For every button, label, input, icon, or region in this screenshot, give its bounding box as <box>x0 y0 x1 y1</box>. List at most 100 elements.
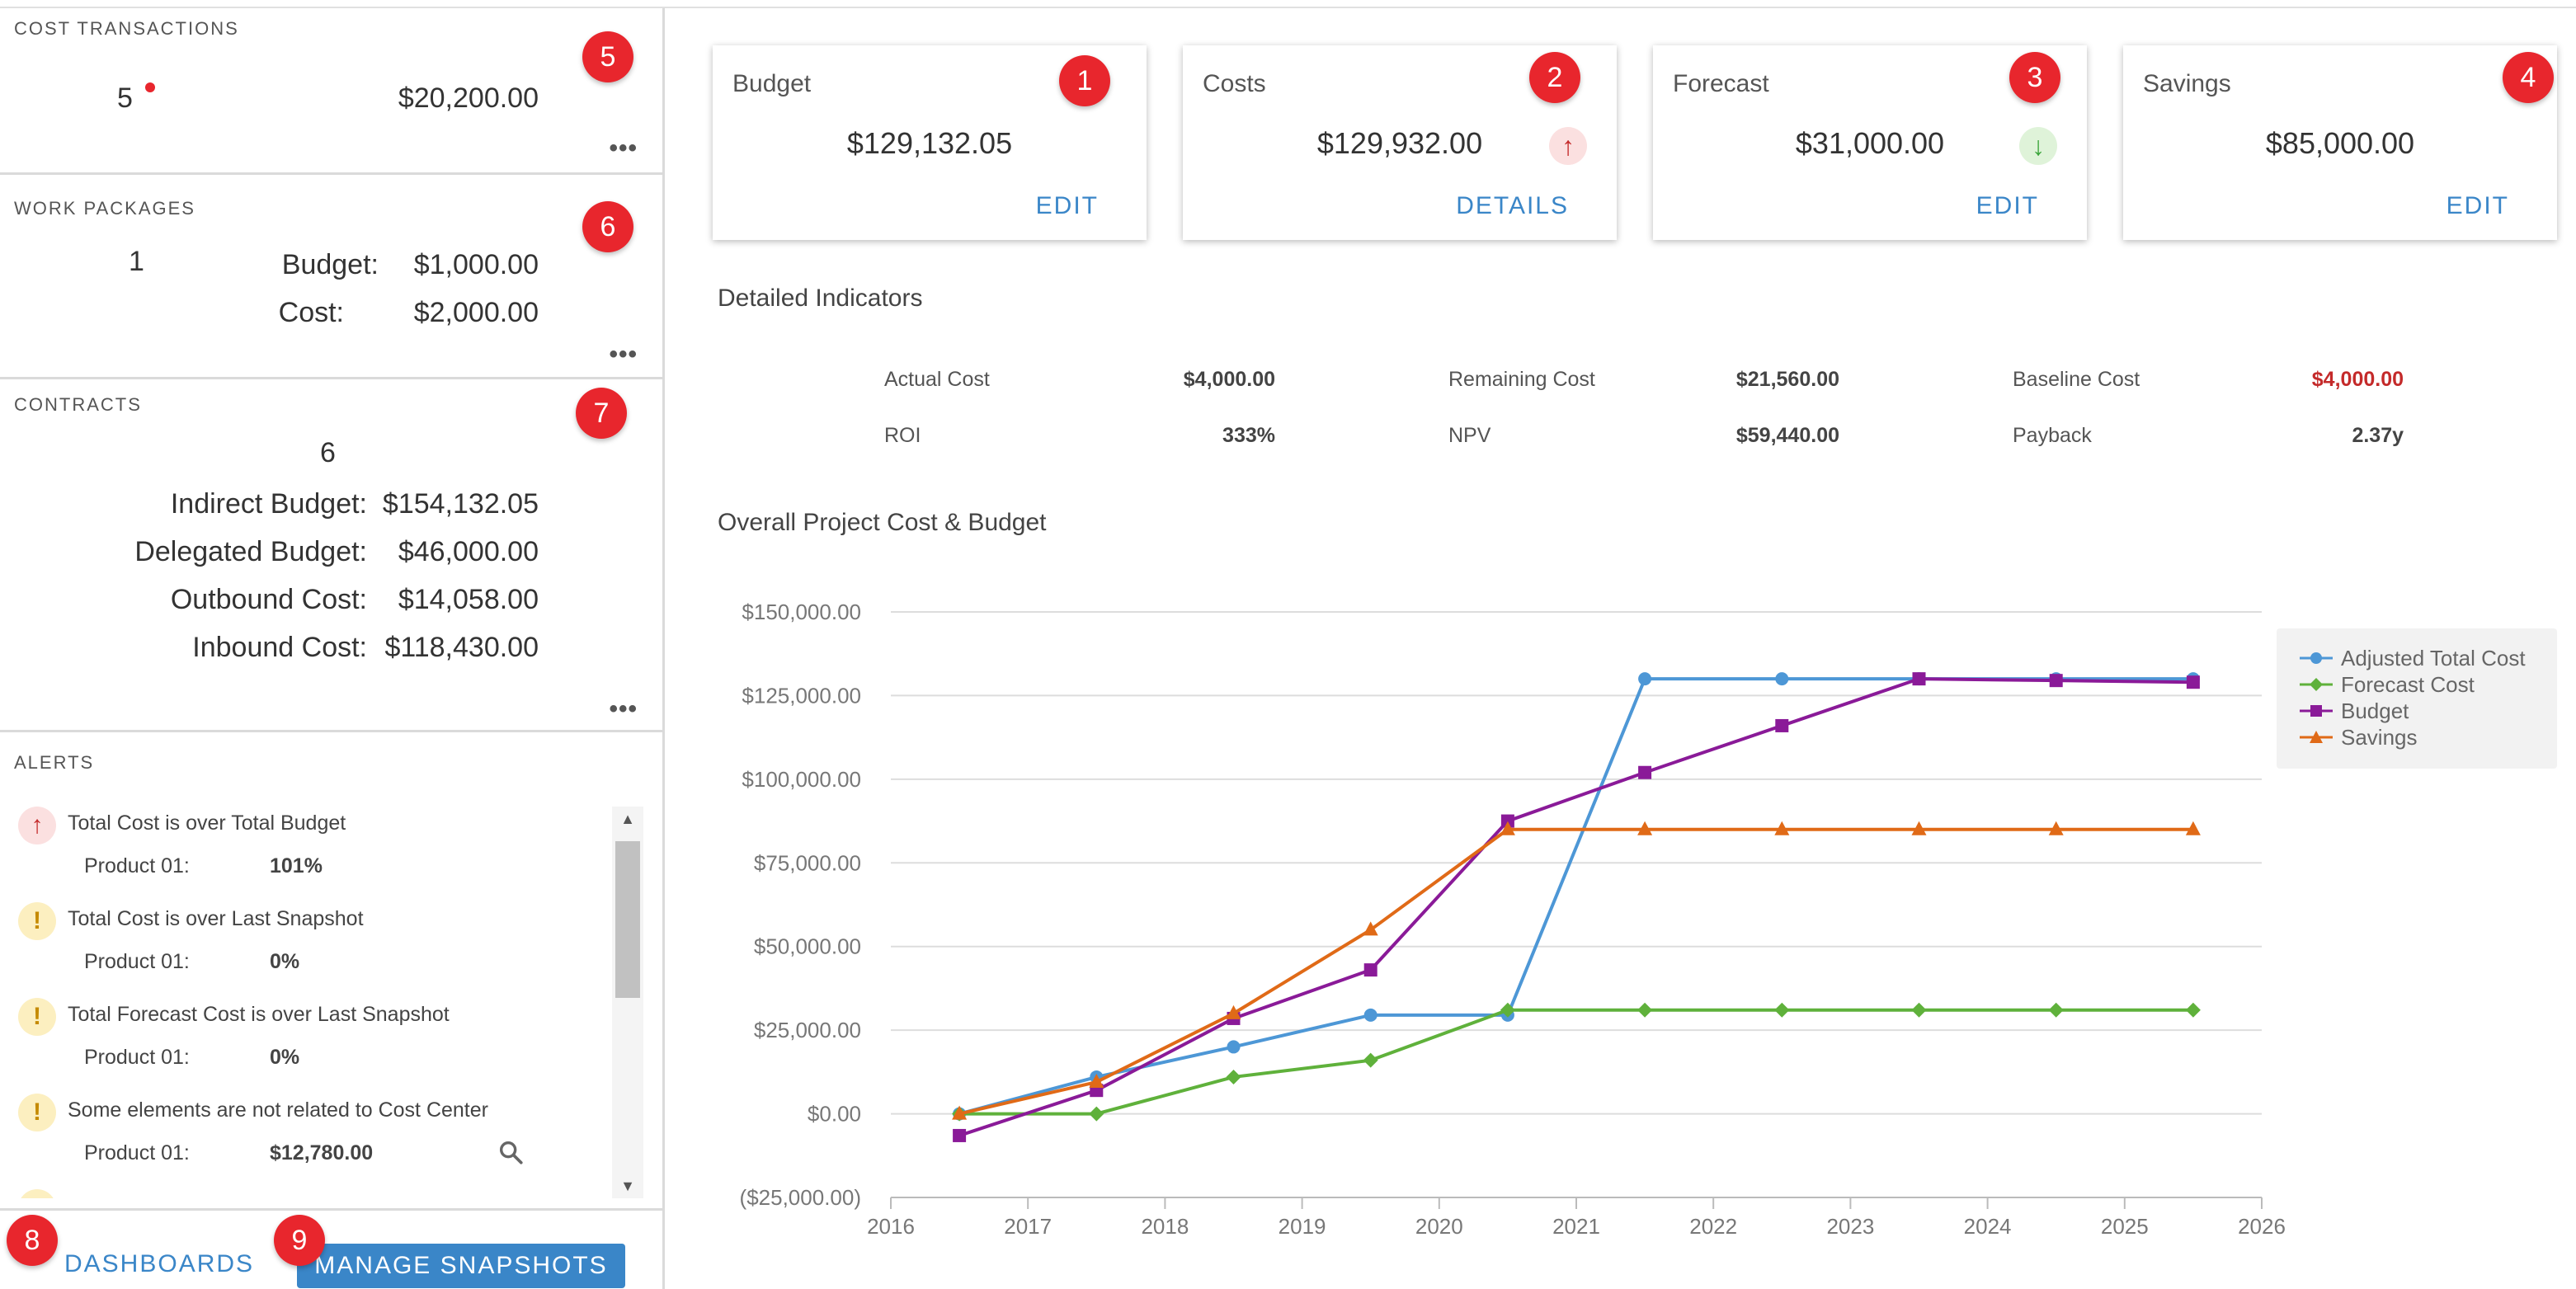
trend-down-icon: ↓ <box>2019 127 2057 165</box>
chart-series <box>952 672 2201 1142</box>
data-point <box>1912 672 1926 686</box>
warning-icon <box>18 1189 56 1198</box>
x-tick-label: 2024 <box>1964 1214 2012 1239</box>
cost-transactions-section[interactable]: COST TRANSACTIONS 5 $20,200.00 5 ••• <box>0 8 662 175</box>
work-packages-budget-value: $1,000.00 <box>413 249 539 280</box>
data-point <box>1637 821 1653 835</box>
more-options-icon[interactable]: ••• <box>609 134 638 162</box>
x-tick-label: 2022 <box>1689 1214 1737 1239</box>
legend-diamond-icon <box>2300 678 2333 691</box>
data-point <box>1774 1002 1790 1018</box>
legend-item[interactable]: Savings <box>2300 724 2418 750</box>
legend-label: Savings <box>2341 724 2418 750</box>
contracts-row-value: $14,058.00 <box>398 584 539 615</box>
savings-edit-button[interactable]: EDIT <box>2446 192 2509 219</box>
legend-triangle-icon <box>2300 731 2333 743</box>
data-point <box>1500 1002 1515 1018</box>
work-packages-title: WORK PACKAGES <box>14 198 195 219</box>
scroll-down-icon[interactable]: ▼ <box>620 1177 635 1194</box>
contracts-count: 6 <box>320 437 336 468</box>
y-tick-label: $50,000.00 <box>754 934 861 959</box>
data-point <box>1089 1106 1104 1122</box>
alert-product: Product 01: <box>84 1141 190 1164</box>
tour-badge-2: 2 <box>1529 52 1580 103</box>
series-adjusted-total-cost <box>953 672 2200 1121</box>
data-point <box>1500 821 1515 835</box>
alerts-list[interactable]: ↑ Total Cost is over Total Budget Produc… <box>0 807 643 1198</box>
work-packages-section[interactable]: WORK PACKAGES 1 Budget: $1,000.00 Cost: … <box>0 175 662 379</box>
x-tick-label: 2016 <box>867 1214 915 1239</box>
work-packages-cost-value: $2,000.00 <box>413 297 539 328</box>
indicator-label: Actual Cost <box>884 368 990 391</box>
indicator-label: Remaining Cost <box>1448 368 1595 391</box>
search-icon[interactable] <box>497 1138 525 1166</box>
budget-card: Budget $129,132.05 EDIT 1 <box>713 45 1147 240</box>
tour-badge-8: 8 <box>7 1215 58 1266</box>
card-title: Budget <box>732 70 812 97</box>
x-tick-label: 2019 <box>1279 1214 1326 1239</box>
forecast-edit-button[interactable]: EDIT <box>1976 192 2039 219</box>
contracts-row-value: $118,430.00 <box>384 632 539 663</box>
scroll-thumb[interactable] <box>615 841 640 998</box>
series-line <box>958 827 2193 1116</box>
indicator-label: Baseline Cost <box>2013 368 2140 391</box>
more-options-icon[interactable]: ••• <box>609 341 638 368</box>
series-line <box>958 677 2193 1116</box>
data-point <box>1089 1074 1104 1089</box>
indicator-value: $4,000.00 <box>2311 368 2404 391</box>
x-tick-label: 2023 <box>1826 1214 1874 1239</box>
alert-value: $12,780.00 <box>270 1141 374 1164</box>
data-point <box>1637 1002 1653 1018</box>
indicator-value: $21,560.00 <box>1735 368 1839 391</box>
cost-budget-chart: ($25,000.00) $0.00 $25,000.00 $50,000.00 $75… <box>740 600 2286 1239</box>
data-point <box>2185 1002 2201 1018</box>
card-value: $129,132.05 <box>846 126 1013 160</box>
data-point <box>1774 821 1790 835</box>
savings-card: Savings $85,000.00 EDIT 4 <box>2123 45 2557 240</box>
contracts-row-value: $46,000.00 <box>398 536 539 567</box>
tour-badge-6: 6 <box>582 201 633 252</box>
x-tick-label: 2020 <box>1415 1214 1463 1239</box>
alert-product: Product 01: <box>84 950 190 973</box>
data-point <box>1226 1004 1241 1019</box>
scroll-up-icon[interactable]: ▲ <box>620 810 635 827</box>
alert-value: 0% <box>270 950 300 973</box>
alert-title: Total Cost is over Total Budget <box>68 812 346 835</box>
x-tick-label: 2017 <box>1004 1214 1052 1239</box>
series-line <box>958 677 2193 1137</box>
manage-snapshots-button[interactable]: MANAGE SNAPSHOTS <box>297 1244 625 1288</box>
dashboards-link[interactable]: DASHBOARDS <box>64 1250 255 1277</box>
legend-item[interactable]: Adjusted Total Cost <box>2300 645 2526 671</box>
contracts-section[interactable]: CONTRACTS 6 7 Indirect Budget: $154,132.… <box>0 379 662 732</box>
data-point <box>1363 1052 1378 1068</box>
tour-badge-3: 3 <box>2009 52 2060 103</box>
indicator-label: Payback <box>2013 424 2092 447</box>
data-point <box>1227 1040 1241 1054</box>
card-title: Costs <box>1203 70 1266 97</box>
budget-edit-button[interactable]: EDIT <box>1035 192 1099 219</box>
contracts-row-label: Delegated Budget: <box>134 536 367 567</box>
left-panel: COST TRANSACTIONS 5 $20,200.00 5 ••• WOR… <box>0 8 665 1289</box>
data-point <box>2185 821 2201 835</box>
alert-value: 101% <box>270 854 323 877</box>
data-point <box>2049 674 2063 688</box>
cost-transactions-title: COST TRANSACTIONS <box>14 18 239 39</box>
data-point <box>1911 821 1927 835</box>
data-point <box>1911 1002 1927 1018</box>
tour-badge-1: 1 <box>1059 55 1110 106</box>
alerts-scrollbar[interactable]: ▲ ▼ <box>612 807 643 1198</box>
legend-item[interactable]: Forecast Cost <box>2300 671 2475 698</box>
x-tick-label: 2018 <box>1141 1214 1189 1239</box>
warning-icon: ! <box>18 1094 56 1131</box>
costs-details-button[interactable]: DETAILS <box>1456 192 1569 219</box>
cost-transactions-amount: $20,200.00 <box>398 82 539 114</box>
data-point <box>1500 814 1514 828</box>
x-tick-label: 2021 <box>1552 1214 1600 1239</box>
data-point <box>952 1105 968 1120</box>
contracts-row-value: $154,132.05 <box>382 488 539 520</box>
legend-item[interactable]: Budget <box>2300 698 2409 724</box>
forecast-card: Forecast $31,000.00 ↓ EDIT 3 <box>1653 45 2087 240</box>
x-tick-label: 2026 <box>2238 1214 2286 1239</box>
contracts-row-label: Outbound Cost: <box>170 584 367 615</box>
more-options-icon[interactable]: ••• <box>609 695 638 722</box>
